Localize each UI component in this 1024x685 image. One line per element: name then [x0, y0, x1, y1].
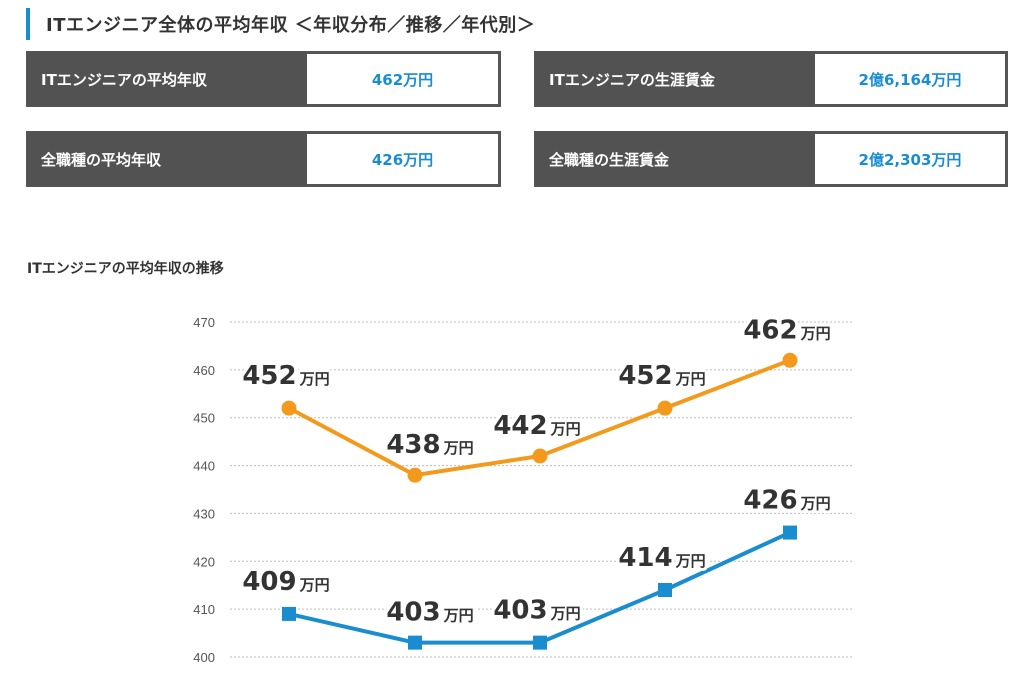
data-point — [782, 352, 798, 368]
data-label: 442 万円 — [493, 411, 580, 441]
data-label: 409 万円 — [242, 567, 329, 597]
data-label: 452 万円 — [618, 361, 705, 391]
data-point — [407, 467, 423, 483]
stat-label: ITエンジニアの生涯賃金 — [535, 52, 815, 106]
data-point — [783, 525, 797, 540]
data-point — [658, 583, 672, 597]
data-point — [532, 448, 548, 464]
y-tick-label: 420 — [193, 554, 215, 569]
chart-title: ITエンジニアの平均年収の推移 — [27, 261, 224, 277]
section-title: ITエンジニア全体の平均年収 ＜年収分布／推移／年代別＞ — [46, 15, 536, 36]
data-label: 414 万円 — [618, 543, 705, 573]
data-point — [533, 635, 547, 650]
data-label: 452 万円 — [242, 361, 329, 391]
stat-label: ITエンジニアの平均年収 — [27, 52, 307, 106]
data-label: 426 万円 — [743, 486, 830, 516]
stat-value: 2億2,303万円 — [815, 132, 1007, 186]
stat-all-average-salary: 全職種の平均年収 426万円 — [26, 131, 501, 187]
stat-it-average-salary: ITエンジニアの平均年収 462万円 — [26, 51, 501, 107]
data-point — [657, 400, 673, 416]
data-label: 462 万円 — [743, 315, 830, 345]
y-tick-label: 460 — [193, 363, 215, 378]
y-tick-label: 400 — [193, 650, 215, 665]
stat-label: 全職種の平均年収 — [27, 132, 307, 186]
y-tick-label: 470 — [193, 315, 215, 330]
stat-all-lifetime-wage: 全職種の生涯賃金 2億2,303万円 — [534, 131, 1008, 187]
y-tick-label: 410 — [193, 602, 215, 617]
y-tick-label: 430 — [193, 506, 215, 521]
stat-value: 462万円 — [307, 52, 500, 106]
stat-value: 2億6,164万円 — [815, 52, 1007, 106]
data-point — [408, 635, 422, 650]
data-label: 438 万円 — [386, 430, 473, 460]
stat-label: 全職種の生涯賃金 — [535, 132, 815, 186]
data-point — [282, 606, 296, 621]
data-label: 403 万円 — [386, 598, 473, 628]
section-header: ITエンジニア全体の平均年収 ＜年収分布／推移／年代別＞ — [26, 8, 535, 40]
data-point — [281, 400, 297, 416]
y-tick-label: 440 — [193, 459, 215, 474]
data-label: 403 万円 — [493, 596, 580, 626]
y-tick-label: 450 — [193, 411, 215, 426]
stat-value: 426万円 — [307, 132, 500, 186]
series-line — [288, 530, 791, 645]
stat-it-lifetime-wage: ITエンジニアの生涯賃金 2億6,164万円 — [534, 51, 1008, 107]
